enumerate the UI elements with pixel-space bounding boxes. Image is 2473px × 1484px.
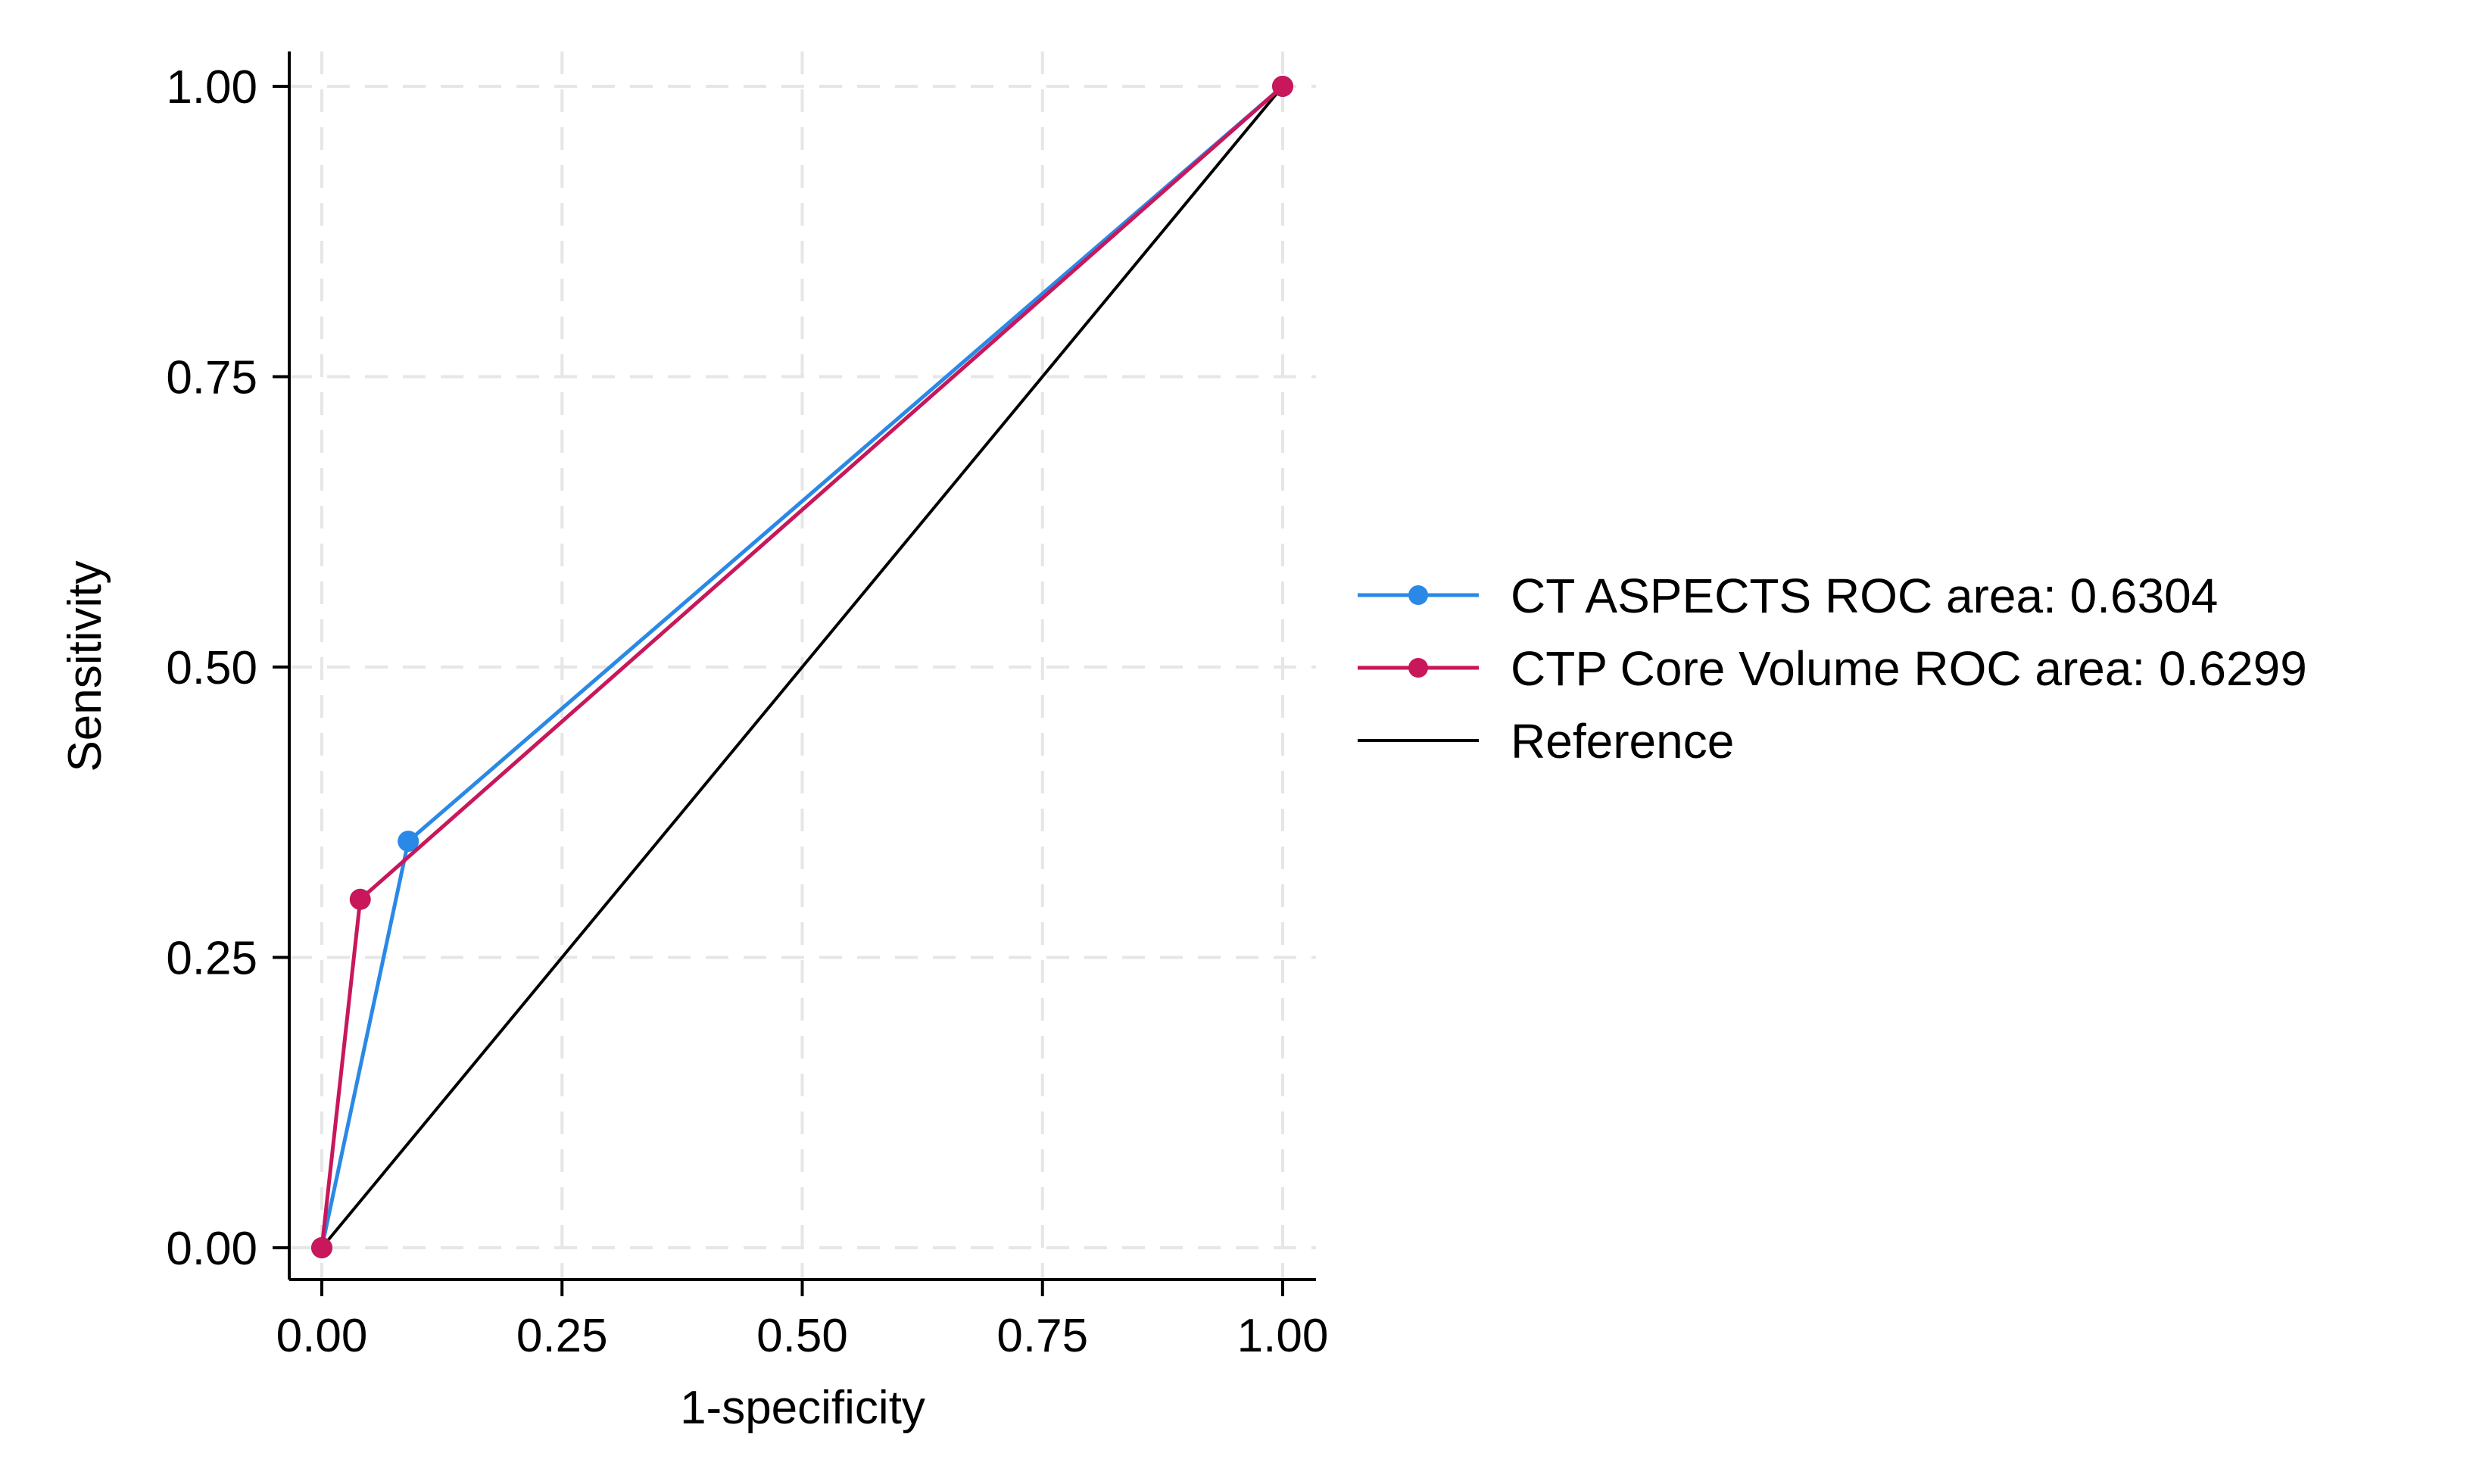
y-tick-label: 0.25 [166, 933, 257, 985]
y-axis-title: Sensitivity [59, 560, 111, 772]
grid [289, 51, 1316, 1280]
y-tick-label: 0.50 [166, 642, 257, 694]
series-1-point-1 [349, 888, 371, 910]
legend-label-0: CT ASPECTS ROC area: 0.6304 [1511, 569, 2218, 623]
x-tick-label: 0.25 [516, 1310, 608, 1362]
legend: CT ASPECTS ROC area: 0.6304 CTP Core Volu… [1358, 569, 2307, 768]
x-tick-label: 0.50 [756, 1310, 848, 1362]
legend-marker-0 [1408, 585, 1428, 605]
series-1-point-0 [311, 1237, 332, 1258]
y-tick-label: 0.75 [166, 352, 257, 404]
series [311, 76, 1293, 1258]
legend-marker-1 [1408, 658, 1428, 678]
x-axis-title: 1-specificity [680, 1382, 925, 1434]
y-tick-label: 0.00 [166, 1223, 257, 1275]
series-1-point-2 [1272, 76, 1293, 97]
series-line-2 [320, 85, 1284, 1249]
x-tick-label: 1.00 [1237, 1310, 1329, 1362]
legend-label-2: Reference [1511, 714, 1734, 768]
series-0-point-1 [398, 831, 419, 853]
ticks: 0.00 0.25 0.50 0.75 1.00 0.00 0.25 0.50 0.75 1.00 [166, 61, 1328, 1362]
x-tick-label: 0.00 [276, 1310, 368, 1362]
legend-label-1: CTP Core Volume ROC area: 0.6299 [1511, 641, 2307, 696]
x-tick-label: 0.75 [996, 1310, 1088, 1362]
y-tick-label: 1.00 [166, 61, 257, 114]
